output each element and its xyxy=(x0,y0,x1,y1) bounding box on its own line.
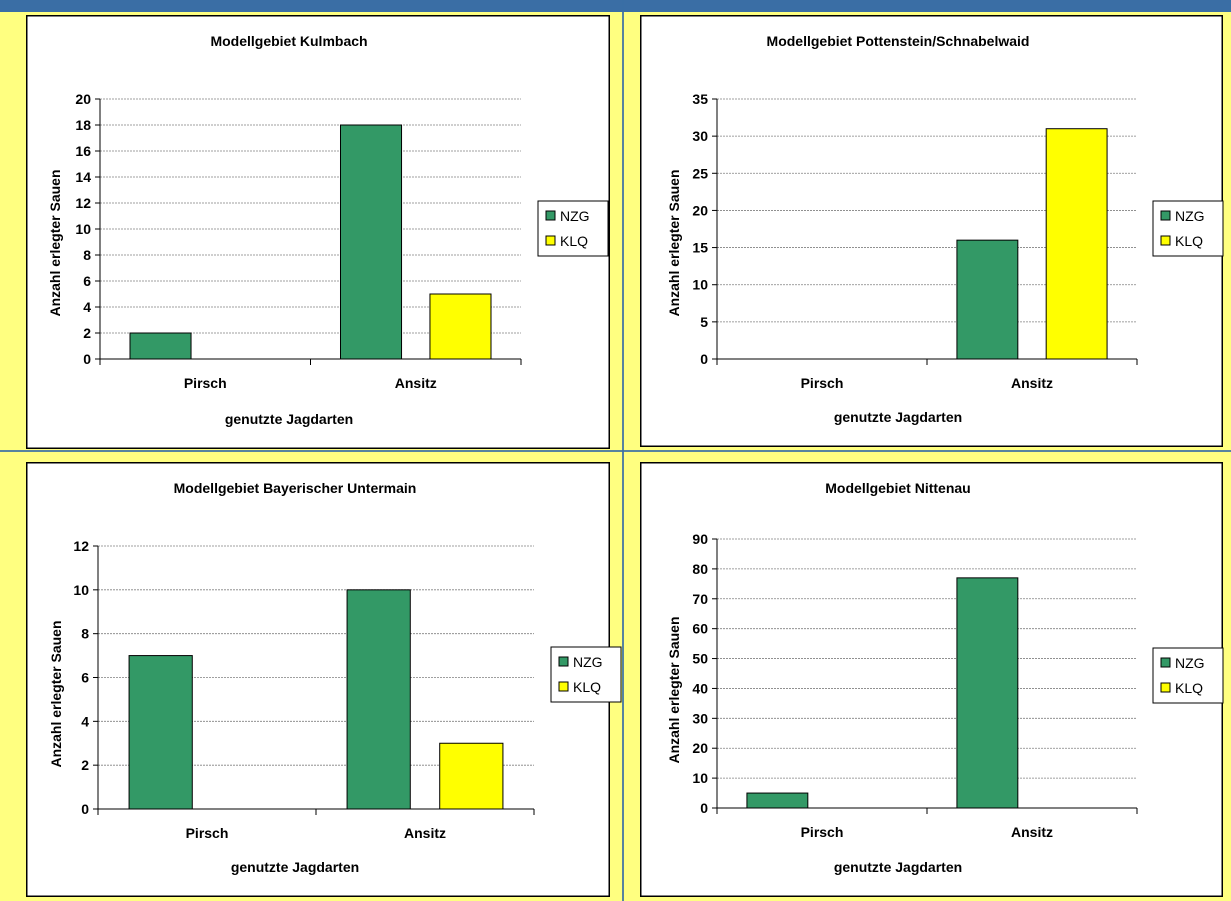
y-tick-label: 30 xyxy=(692,710,708,726)
chart-frame xyxy=(26,15,610,449)
y-tick-label: 20 xyxy=(692,202,708,218)
horizontal-separator xyxy=(0,450,1231,452)
y-tick-label: 0 xyxy=(81,801,89,817)
legend-label-nzg: NZG xyxy=(560,208,590,224)
x-tick-label: Ansitz xyxy=(1011,824,1053,840)
y-axis-label: Anzahl erlegter Sauen xyxy=(48,620,64,767)
bar-klq-ansitz xyxy=(439,742,504,810)
y-tick-label: 35 xyxy=(692,91,708,107)
chart-pottenstein-schnabelwaid: Modellgebiet Pottenstein/Schnabelwaid ge… xyxy=(640,15,1224,447)
legend-label-nzg: NZG xyxy=(573,654,603,670)
y-tick-label: 2 xyxy=(81,757,89,773)
legend-swatch-nzg xyxy=(558,656,569,667)
bar-nzg-pirsch xyxy=(746,792,809,809)
bar-nzg-pirsch xyxy=(128,655,193,810)
y-tick-label: 18 xyxy=(75,117,91,133)
y-tick-label: 0 xyxy=(83,351,91,367)
y-tick-label: 6 xyxy=(81,670,89,686)
x-axis-label: genutzte Jagdarten xyxy=(834,409,962,425)
legend-swatch-klq xyxy=(1160,235,1171,246)
y-tick-label: 80 xyxy=(692,561,708,577)
legend-label-klq: KLQ xyxy=(1175,680,1203,696)
chart-bayerischer-untermain: Modellgebiet Bayerischer Untermain genut… xyxy=(26,462,622,897)
bar-nzg-ansitz xyxy=(956,577,1019,809)
chart-kulmbach: Modellgebiet Kulmbach genutzte Jagdarten… xyxy=(26,15,610,449)
legend-label-klq: KLQ xyxy=(573,679,601,695)
y-tick-label: 5 xyxy=(700,314,708,330)
x-tick-label: Pirsch xyxy=(801,824,844,840)
legend-label-klq: KLQ xyxy=(1175,233,1203,249)
y-tick-label: 30 xyxy=(692,128,708,144)
y-tick-label: 50 xyxy=(692,651,708,667)
y-tick-label: 2 xyxy=(83,325,91,341)
chart-title: Modellgebiet Bayerischer Untermain xyxy=(174,480,417,496)
y-tick-label: 10 xyxy=(75,221,91,237)
x-axis-label: genutzte Jagdarten xyxy=(231,859,359,875)
top-bar xyxy=(0,0,1231,12)
y-axis-label: Anzahl erlegter Sauen xyxy=(666,616,682,763)
x-tick-label: Pirsch xyxy=(801,375,844,391)
x-tick-label: Pirsch xyxy=(186,825,229,841)
y-tick-label: 40 xyxy=(692,680,708,696)
chart-frame xyxy=(640,462,1223,897)
legend-swatch-nzg xyxy=(1160,210,1171,221)
y-tick-label: 0 xyxy=(700,800,708,816)
bar-nzg-ansitz xyxy=(956,239,1019,360)
legend-label-nzg: NZG xyxy=(1175,655,1205,671)
legend-swatch-klq xyxy=(545,235,556,246)
legend-box xyxy=(537,200,609,257)
y-tick-label: 4 xyxy=(83,299,91,315)
legend-swatch-nzg xyxy=(1160,657,1171,668)
x-axis-label: genutzte Jagdarten xyxy=(834,859,962,875)
y-tick-label: 20 xyxy=(692,740,708,756)
chart-nittenau: Modellgebiet Nittenau genutzte Jagdarten… xyxy=(640,462,1224,897)
y-tick-label: 90 xyxy=(692,531,708,547)
bar-klq-ansitz xyxy=(429,293,492,360)
y-tick-label: 10 xyxy=(692,770,708,786)
x-tick-label: Ansitz xyxy=(395,375,437,391)
y-tick-label: 20 xyxy=(75,91,91,107)
y-axis-label: Anzahl erlegter Sauen xyxy=(47,169,63,316)
y-tick-label: 60 xyxy=(692,621,708,637)
bar-nzg-pirsch xyxy=(129,332,192,360)
y-tick-label: 70 xyxy=(692,591,708,607)
x-tick-label: Pirsch xyxy=(184,375,227,391)
legend-swatch-klq xyxy=(558,681,569,692)
chart-title: Modellgebiet Nittenau xyxy=(825,480,970,496)
legend-box xyxy=(550,646,622,703)
x-axis-label: genutzte Jagdarten xyxy=(225,411,353,427)
y-tick-label: 12 xyxy=(75,195,91,211)
legend-box xyxy=(1152,647,1224,704)
bar-nzg-ansitz xyxy=(339,124,403,360)
chart-title: Modellgebiet Pottenstein/Schnabelwaid xyxy=(767,33,1030,49)
y-tick-label: 15 xyxy=(692,240,708,256)
y-tick-label: 12 xyxy=(73,538,89,554)
bar-nzg-ansitz xyxy=(346,589,411,810)
y-tick-label: 8 xyxy=(83,247,91,263)
y-tick-label: 10 xyxy=(73,582,89,598)
bar-klq-ansitz xyxy=(1045,128,1108,360)
y-tick-label: 10 xyxy=(692,277,708,293)
legend-swatch-nzg xyxy=(545,210,556,221)
chart-frame xyxy=(640,15,1223,447)
y-axis-label: Anzahl erlegter Sauen xyxy=(666,169,682,316)
legend-box xyxy=(1152,200,1224,257)
y-tick-label: 14 xyxy=(75,169,91,185)
y-tick-label: 8 xyxy=(81,626,89,642)
chart-title: Modellgebiet Kulmbach xyxy=(210,33,367,49)
y-tick-label: 6 xyxy=(83,273,91,289)
legend-swatch-klq xyxy=(1160,682,1171,693)
x-tick-label: Ansitz xyxy=(404,825,446,841)
y-tick-label: 4 xyxy=(81,713,89,729)
x-tick-label: Ansitz xyxy=(1011,375,1053,391)
y-tick-label: 16 xyxy=(75,143,91,159)
y-tick-label: 25 xyxy=(692,165,708,181)
legend-label-klq: KLQ xyxy=(560,233,588,249)
legend-label-nzg: NZG xyxy=(1175,208,1205,224)
chart-frame xyxy=(26,462,610,897)
y-tick-label: 0 xyxy=(700,351,708,367)
